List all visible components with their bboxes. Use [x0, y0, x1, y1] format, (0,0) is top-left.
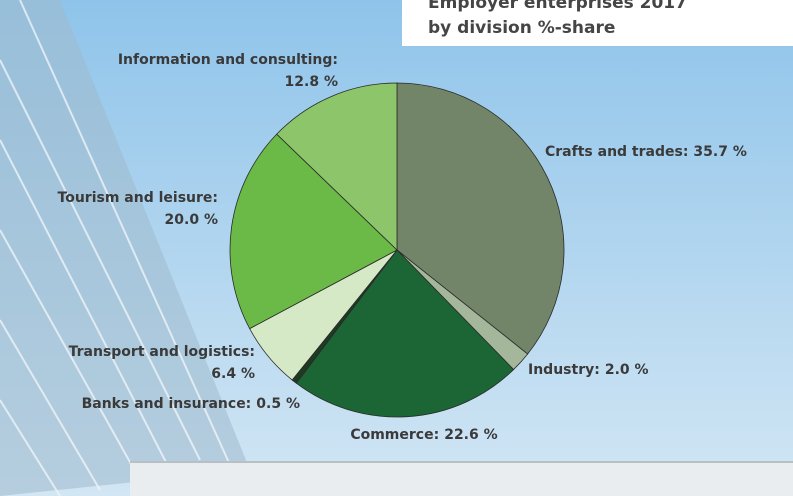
category-label: Commerce: — [350, 427, 439, 443]
category-label: Banks and insurance: — [82, 396, 252, 412]
chart: Employer enterprises 2017 by division %-… — [0, 0, 793, 496]
value-label: 22.6 % — [444, 427, 497, 443]
value-label: 12.8 % — [285, 74, 338, 90]
category-label: Industry: — [528, 362, 600, 378]
value-label: 2.0 % — [605, 362, 649, 378]
chart-subtitle: by division %-share — [428, 18, 615, 38]
value-label: 20.0 % — [165, 212, 218, 228]
value-label: 0.5 % — [256, 396, 300, 412]
category-label: Tourism and leisure: — [58, 190, 218, 206]
value-label: 35.7 % — [693, 144, 746, 160]
slice-label: Banks and insurance:0.5 % — [82, 396, 300, 412]
value-label: 6.4 % — [211, 366, 255, 382]
slice-label: Commerce: 22.6 % — [350, 427, 497, 443]
category-label: Transport and logistics: — [69, 344, 255, 360]
slice-label: Industry: 2.0 % — [528, 362, 649, 378]
slice-label: Crafts and trades: 35.7 % — [545, 144, 747, 160]
category-label: Crafts and trades: — [545, 144, 688, 160]
category-label: Information and consulting: — [118, 52, 338, 68]
chart-title: Employer enterprises 2017 — [428, 0, 687, 13]
